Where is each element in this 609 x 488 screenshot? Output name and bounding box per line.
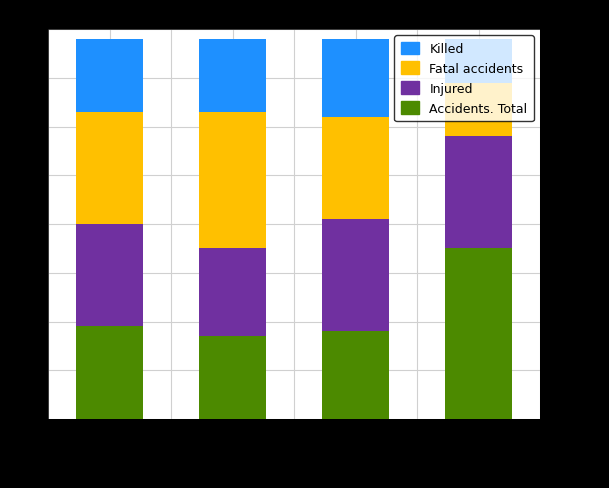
Bar: [322, 118, 389, 220]
Bar: [322, 220, 389, 331]
Bar: [199, 336, 266, 419]
Bar: [445, 249, 512, 419]
Bar: [76, 113, 143, 224]
Bar: [445, 40, 512, 83]
Bar: [76, 326, 143, 419]
Bar: [445, 83, 512, 137]
Bar: [322, 40, 389, 118]
Bar: [199, 113, 266, 249]
Bar: [445, 137, 512, 249]
Bar: [76, 40, 143, 113]
Bar: [199, 249, 266, 336]
Bar: [76, 224, 143, 326]
Legend: Killed, Fatal accidents, Injured, Accidents. Total: Killed, Fatal accidents, Injured, Accide…: [395, 36, 533, 122]
Bar: [199, 40, 266, 113]
Bar: [322, 331, 389, 419]
